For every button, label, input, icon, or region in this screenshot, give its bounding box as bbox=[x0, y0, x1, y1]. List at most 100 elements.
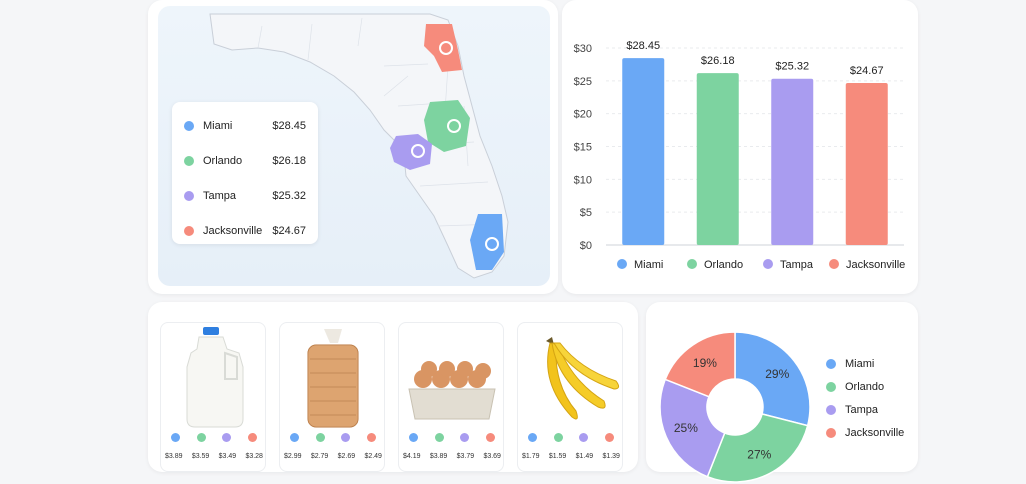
product-bread[interactable]: $2.99 $2.79 $2.69 $2.49 bbox=[279, 322, 385, 472]
pie-legend-orlando: Orlando bbox=[826, 375, 904, 398]
pie-legend-miami: Miami bbox=[826, 352, 904, 375]
slice-jacksonville[interactable] bbox=[664, 331, 736, 398]
map-legend-miami: Miami $28.45 bbox=[184, 108, 306, 143]
legend-dot bbox=[184, 190, 194, 201]
price-orlando: $2.79 bbox=[310, 453, 329, 460]
legend-dot bbox=[184, 225, 194, 236]
legend-price: $24.67 bbox=[272, 224, 306, 237]
price-orlando: $1.59 bbox=[548, 453, 567, 460]
slice-label: 25% bbox=[674, 421, 698, 435]
price-dots bbox=[171, 433, 257, 442]
price-tampa: $3.49 bbox=[218, 453, 237, 460]
product-prices: $1.79 $1.59 $1.49 $1.39 bbox=[522, 453, 620, 460]
map-card: Miami $28.45 Orlando $26.18 Tampa $25.32… bbox=[148, 0, 558, 294]
milk-jug-icon bbox=[186, 327, 244, 428]
bar-value-label: $24.67 bbox=[850, 65, 884, 77]
pie-legend: Miami Orlando Tampa Jacksonville bbox=[826, 352, 904, 444]
price-miami: $1.79 bbox=[522, 453, 540, 460]
legend-dot bbox=[826, 358, 836, 369]
legend-dot bbox=[829, 259, 839, 269]
y-tick-label: $15 bbox=[574, 142, 592, 154]
price-tampa: $2.69 bbox=[337, 453, 356, 460]
miami-marker[interactable] bbox=[485, 237, 499, 251]
legend-price: $28.45 bbox=[272, 119, 306, 132]
egg-carton-icon bbox=[408, 361, 496, 420]
y-tick-label: $20 bbox=[574, 109, 592, 121]
map-legend-tampa: Tampa $25.32 bbox=[184, 178, 306, 213]
legend-dot bbox=[826, 427, 836, 438]
legend-city-name: Tampa bbox=[203, 189, 237, 202]
legend-label-miami: Miami bbox=[634, 259, 663, 271]
product-milk[interactable]: $3.89 $3.59 $3.49 $3.28 bbox=[160, 322, 266, 472]
legend-price: $26.18 bbox=[272, 154, 306, 167]
price-dots bbox=[528, 433, 614, 442]
product-prices: $2.99 $2.79 $2.69 $2.49 bbox=[284, 453, 382, 460]
bar-chart-card: $0 $5 $10 $15 $20 $25 $30 $28.45 $26.18 $25.32 $24… bbox=[562, 0, 918, 294]
price-dots bbox=[290, 433, 376, 442]
product-prices: $4.19 $3.89 $3.79 $3.69 bbox=[403, 453, 501, 460]
florida-shape bbox=[209, 13, 509, 279]
legend-city-name: Orlando bbox=[845, 380, 885, 393]
price-jacksonville: $3.28 bbox=[245, 453, 263, 460]
legend-dot bbox=[687, 259, 697, 269]
legend-dot bbox=[184, 120, 194, 131]
legend-city-name: Miami bbox=[845, 357, 875, 370]
tampa-marker[interactable] bbox=[411, 144, 425, 158]
price-jacksonville: $1.39 bbox=[602, 453, 620, 460]
y-tick-label: $5 bbox=[580, 207, 592, 219]
slice-tampa[interactable] bbox=[659, 378, 726, 478]
price-miami: $4.19 bbox=[403, 453, 421, 460]
legend-city-name: Jacksonville bbox=[845, 426, 905, 439]
slice-miami[interactable] bbox=[734, 331, 811, 427]
legend-dot bbox=[763, 259, 773, 269]
price-jacksonville: $3.69 bbox=[483, 453, 501, 460]
bar-value-label: $28.45 bbox=[626, 40, 660, 52]
bar-value-label: $25.32 bbox=[775, 61, 809, 73]
product-prices: $3.89 $3.59 $3.49 $3.28 bbox=[165, 453, 263, 460]
product-bananas[interactable]: $1.79 $1.59 $1.49 $1.39 bbox=[517, 322, 623, 472]
legend-city-name: Tampa bbox=[845, 403, 879, 416]
y-tick-label: $0 bbox=[580, 240, 592, 252]
price-orlando: $3.59 bbox=[191, 453, 210, 460]
y-tick-label: $25 bbox=[574, 76, 592, 88]
price-miami: $2.99 bbox=[284, 453, 302, 460]
bar-orlando[interactable] bbox=[696, 73, 739, 246]
legend-city-name: Miami bbox=[203, 119, 233, 132]
map-legend: Miami $28.45 Orlando $26.18 Tampa $25.32… bbox=[172, 102, 318, 244]
pie-chart-card: 29% 27% 25% 19% Miami Orlando Tampa Jackson… bbox=[646, 302, 918, 483]
map-legend-orlando: Orlando $26.18 bbox=[184, 143, 306, 178]
legend-city-name: Jacksonville bbox=[203, 224, 263, 237]
tampa-region bbox=[390, 134, 432, 170]
price-jacksonville: $2.49 bbox=[364, 453, 382, 460]
price-dots bbox=[409, 433, 495, 442]
legend-label-tampa: Tampa bbox=[780, 259, 814, 271]
products-card: $3.89 $3.59 $3.49 $3.28 $2.99 $2.79 $2.6… bbox=[148, 302, 638, 472]
legend-dot bbox=[617, 259, 627, 269]
bananas-icon bbox=[546, 337, 620, 420]
legend-dot bbox=[184, 155, 194, 166]
bar-jacksonville[interactable] bbox=[845, 83, 888, 245]
price-tampa: $3.79 bbox=[456, 453, 475, 460]
map-legend-jacksonville: Jacksonville $24.67 bbox=[184, 213, 306, 248]
orlando-marker[interactable] bbox=[447, 119, 461, 133]
slice-label: 19% bbox=[693, 356, 717, 370]
legend-dot bbox=[826, 404, 836, 415]
product-eggs[interactable]: $4.19 $3.89 $3.79 $3.69 bbox=[398, 322, 504, 472]
legend-label-jacksonville: Jacksonville bbox=[846, 259, 905, 271]
bar-tampa[interactable] bbox=[771, 78, 814, 246]
price-miami: $3.89 bbox=[165, 453, 183, 460]
price-tampa: $1.49 bbox=[575, 453, 594, 460]
legend-city-name: Orlando bbox=[203, 154, 243, 167]
legend-price: $25.32 bbox=[272, 189, 306, 202]
price-orlando: $3.89 bbox=[429, 453, 448, 460]
legend-label-orlando: Orlando bbox=[704, 259, 743, 271]
pie-legend-jacksonville: Jacksonville bbox=[826, 421, 904, 444]
legend-dot bbox=[826, 381, 836, 392]
bread-loaf-icon bbox=[307, 329, 359, 428]
bar-miami[interactable] bbox=[622, 58, 665, 246]
jacksonville-marker[interactable] bbox=[439, 41, 453, 55]
pie-legend-tampa: Tampa bbox=[826, 398, 904, 421]
bar-value-label: $26.18 bbox=[701, 55, 735, 67]
slice-label: 29% bbox=[765, 367, 789, 381]
donut-chart: 29% 27% 25% 19% bbox=[659, 331, 811, 483]
